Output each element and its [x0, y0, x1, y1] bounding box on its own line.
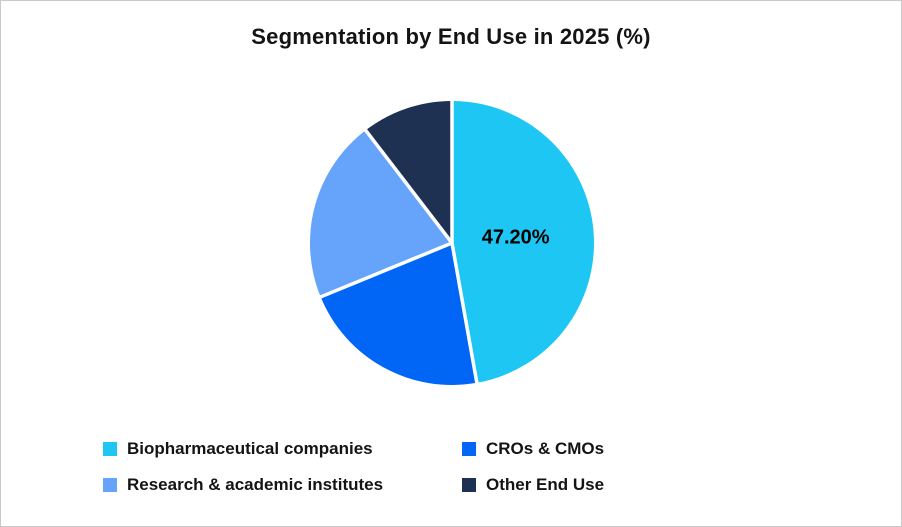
chart-legend: Biopharmaceutical companies CROs & CMOs …: [103, 439, 604, 495]
legend-item-cros-cmos: CROs & CMOs: [462, 439, 604, 459]
pie-data-label: 47.20%: [482, 226, 550, 248]
chart-title: Segmentation by End Use in 2025 (%): [251, 24, 651, 49]
pie-slice: [365, 101, 452, 243]
pie-slice: [310, 130, 452, 297]
legend-label: Biopharmaceutical companies: [127, 439, 373, 458]
pie-slice: [320, 243, 477, 385]
legend-label: Research & academic institutes: [127, 475, 384, 494]
legend-swatch-icon: [103, 478, 117, 492]
slice-divider: [319, 241, 453, 299]
legend-item-research-academic-institutes: Research & academic institutes: [103, 475, 462, 495]
legend-item-biopharmaceutical-companies: Biopharmaceutical companies: [103, 439, 462, 459]
legend-label: CROs & CMOs: [486, 439, 605, 458]
slice-divider: [450, 242, 479, 385]
legend-swatch-icon: [462, 442, 476, 456]
legend-label: Other End Use: [486, 475, 605, 494]
legend-item-other-end-use: Other End Use: [462, 475, 604, 495]
slice-divider: [363, 128, 454, 245]
legend-swatch-icon: [462, 478, 476, 492]
legend-swatch-icon: [103, 442, 117, 456]
pie-slice: [452, 101, 594, 383]
